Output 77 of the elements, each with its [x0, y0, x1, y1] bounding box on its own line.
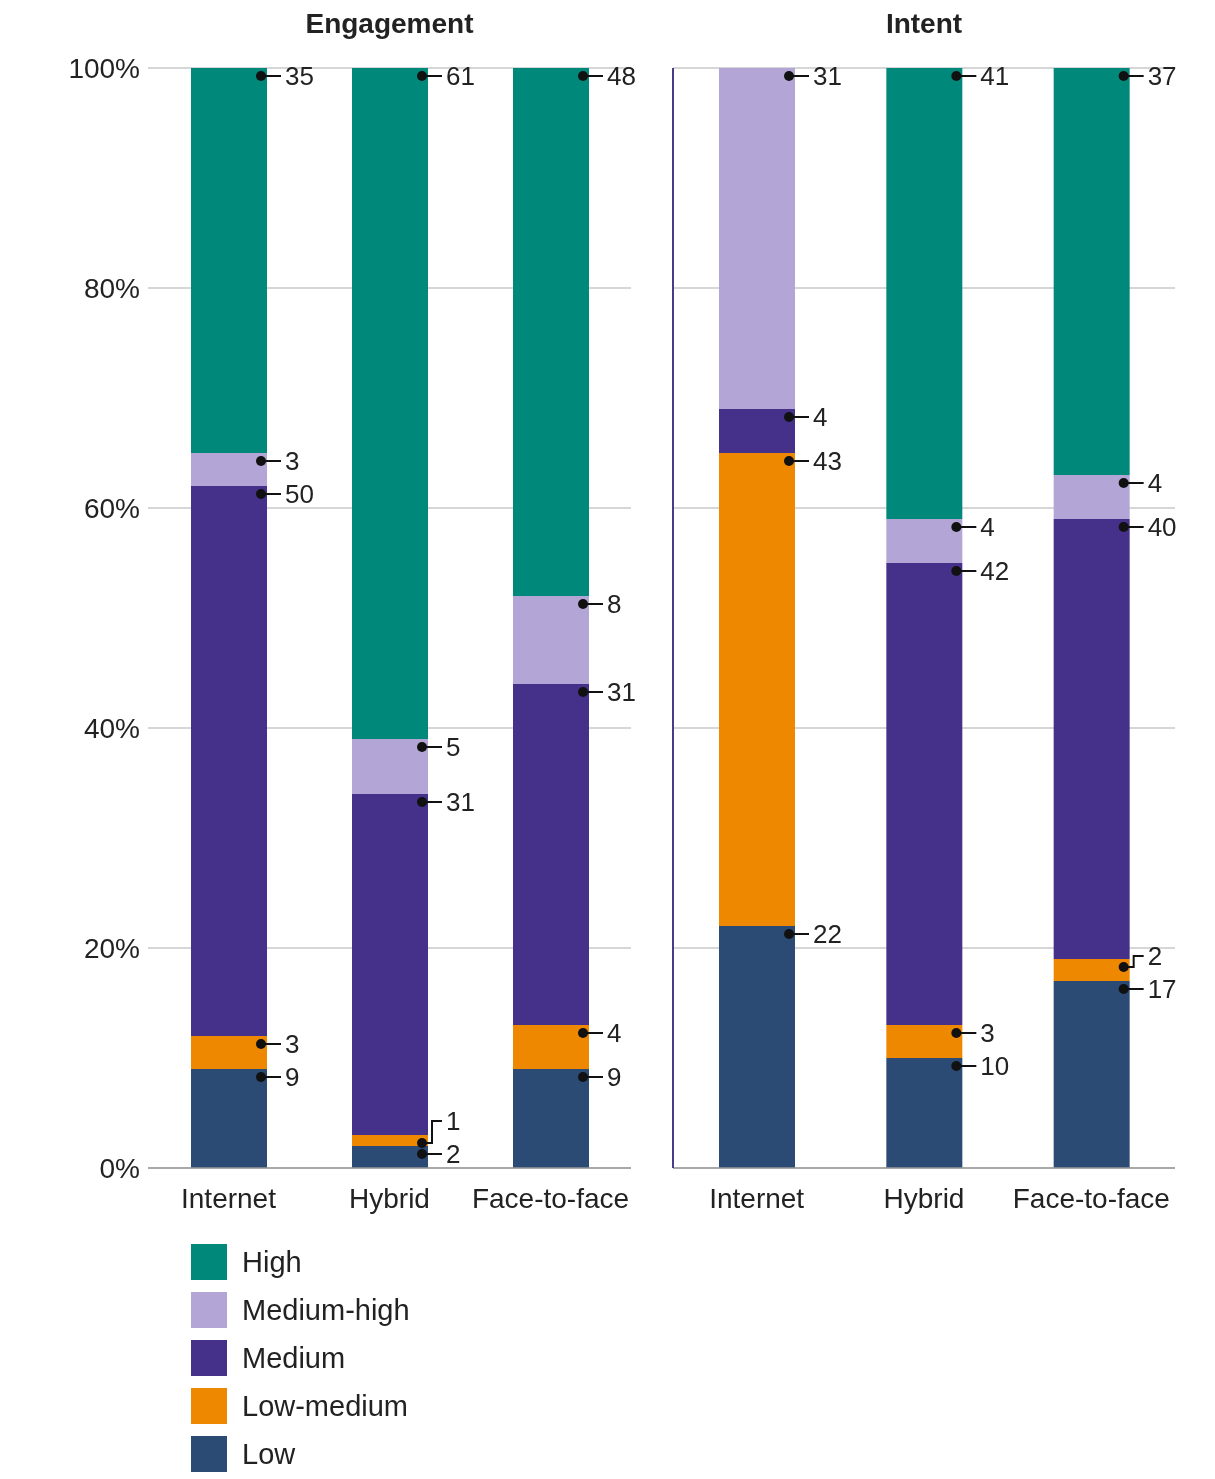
bar	[191, 486, 267, 1036]
data-label: 5	[446, 732, 461, 762]
x-tick-label: Face-to-face	[471, 1182, 630, 1214]
bar	[1053, 475, 1130, 519]
x-tick-label: Hybrid	[883, 1182, 965, 1214]
y-tick-label: 40%	[83, 712, 140, 744]
data-label: 4	[813, 402, 828, 432]
chart-title: Intent	[884, 8, 964, 41]
x-tick-label: Internet	[181, 1182, 277, 1214]
legend-label: Low	[242, 1437, 296, 1471]
bar	[352, 1146, 428, 1168]
data-label: 9	[285, 1062, 300, 1092]
data-label: 4	[1147, 468, 1163, 498]
bar	[513, 68, 589, 596]
data-label: 3	[980, 1018, 995, 1048]
data-label: 2	[1147, 941, 1163, 971]
bar	[719, 68, 795, 409]
data-label: 1	[446, 1106, 461, 1136]
bar	[352, 739, 428, 794]
bar	[191, 68, 267, 453]
y-tick-label: 0%	[99, 1152, 140, 1184]
data-label: 40	[1147, 512, 1177, 542]
bar	[191, 453, 267, 486]
data-label: 3	[285, 446, 300, 476]
data-label: 48	[607, 61, 636, 91]
bar	[191, 1036, 267, 1069]
bar	[352, 1135, 428, 1146]
legend-label: Medium	[242, 1341, 346, 1375]
data-label: 4	[980, 512, 995, 542]
data-label: 35	[285, 61, 314, 91]
bar	[513, 684, 589, 1025]
data-label: 31	[446, 787, 475, 817]
x-tick-label: Internet	[709, 1182, 805, 1214]
data-label: 42	[980, 556, 1010, 586]
bar	[719, 409, 795, 453]
y-tick-label: 60%	[83, 492, 140, 524]
bar	[1053, 68, 1130, 475]
bar	[513, 1025, 589, 1069]
chart-title: Engagement	[304, 8, 475, 41]
data-label: 37	[1147, 61, 1177, 91]
y-tick-label: 100%	[68, 52, 140, 84]
y-tick-label: 80%	[83, 272, 140, 304]
bar	[1053, 959, 1130, 981]
data-label: 10	[980, 1051, 1010, 1081]
data-label: 31	[607, 677, 636, 707]
x-tick-label: Face-to-face	[1012, 1182, 1170, 1214]
x-tick-label: Hybrid	[349, 1182, 430, 1214]
data-label: 41	[980, 61, 1010, 91]
data-label: 31	[813, 61, 842, 91]
bar	[886, 563, 963, 1025]
bar	[1053, 981, 1130, 1168]
data-label: 9	[607, 1062, 622, 1092]
data-label: 17	[1147, 974, 1177, 1004]
bar	[513, 596, 589, 684]
data-label: 8	[607, 589, 622, 619]
bar	[886, 1025, 963, 1058]
legend-label: High	[242, 1245, 302, 1279]
bar	[719, 453, 795, 926]
y-tick-label: 20%	[83, 932, 140, 964]
data-label: 4	[607, 1018, 622, 1048]
bar	[352, 68, 428, 739]
legend-label: Low-medium	[242, 1389, 408, 1423]
data-label: 43	[813, 446, 842, 476]
legend-label: Medium-high	[242, 1293, 410, 1327]
bar	[1053, 519, 1130, 959]
bar	[886, 1058, 963, 1168]
bar	[886, 68, 963, 519]
bar	[352, 794, 428, 1135]
data-label: 3	[285, 1029, 300, 1059]
bar	[191, 1069, 267, 1168]
data-label: 61	[446, 61, 475, 91]
bar	[513, 1069, 589, 1168]
bar	[719, 926, 795, 1168]
data-label: 22	[813, 919, 842, 949]
data-label: 2	[446, 1139, 461, 1169]
bar	[886, 519, 963, 563]
data-label: 50	[285, 479, 314, 509]
